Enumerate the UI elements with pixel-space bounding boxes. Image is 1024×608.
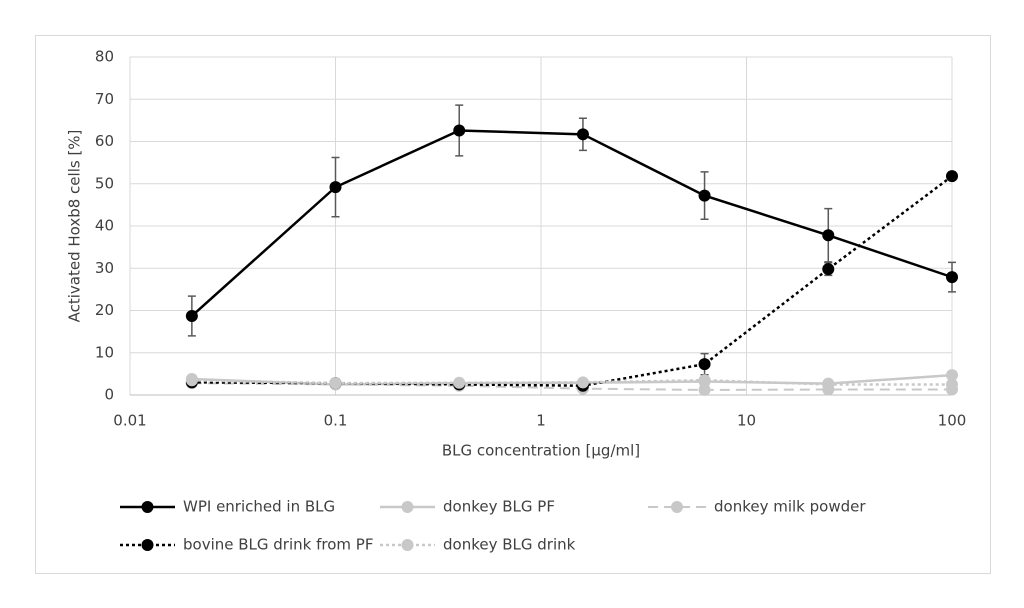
marker (822, 263, 835, 276)
marker (822, 378, 835, 391)
marker (698, 358, 711, 371)
x-tick-label: 10 (737, 412, 756, 430)
legend-marker (401, 501, 414, 513)
marker (698, 374, 711, 387)
legend-marker (141, 539, 154, 551)
y-tick-label: 0 (104, 386, 114, 404)
y-axis-label: Activated Hoxb8 cells [%] (66, 130, 84, 323)
x-tick-label: 0.1 (324, 412, 348, 430)
x-axis-label: BLG concentration [μg/ml] (442, 442, 640, 460)
legend-label: donkey BLG PF (443, 498, 555, 516)
marker (185, 309, 198, 322)
marker (946, 271, 958, 284)
x-tick-label: 100 (938, 412, 967, 430)
legend-marker (401, 539, 414, 551)
y-tick-label: 80 (95, 48, 114, 66)
marker (576, 376, 589, 389)
x-tick-label: 0.01 (113, 412, 146, 430)
marker (329, 181, 342, 194)
marker (946, 170, 958, 183)
x-tick-label: 1 (536, 412, 546, 430)
legend-marker (671, 501, 683, 513)
marker (329, 377, 342, 390)
legend-label: donkey BLG drink (443, 536, 576, 554)
legend-label: donkey milk powder (714, 498, 866, 516)
marker (822, 229, 835, 242)
marker (453, 124, 466, 137)
chart-frame (35, 35, 991, 574)
y-tick-label: 50 (95, 174, 114, 192)
marker (698, 383, 711, 396)
y-tick-label: 60 (95, 132, 114, 150)
y-tick-label: 70 (95, 90, 114, 108)
legend-label: bovine BLG drink from PF (183, 536, 373, 554)
legend-label: WPI enriched in BLG (183, 498, 335, 516)
marker (453, 376, 466, 389)
y-tick-label: 30 (95, 259, 114, 277)
y-tick-label: 10 (95, 343, 114, 361)
marker (698, 189, 711, 202)
marker (576, 128, 589, 141)
y-tick-label: 40 (95, 217, 114, 235)
legend-marker (141, 501, 154, 513)
marker (946, 369, 958, 382)
marker (946, 378, 958, 391)
marker (185, 374, 198, 387)
y-tick-label: 20 (95, 301, 114, 319)
